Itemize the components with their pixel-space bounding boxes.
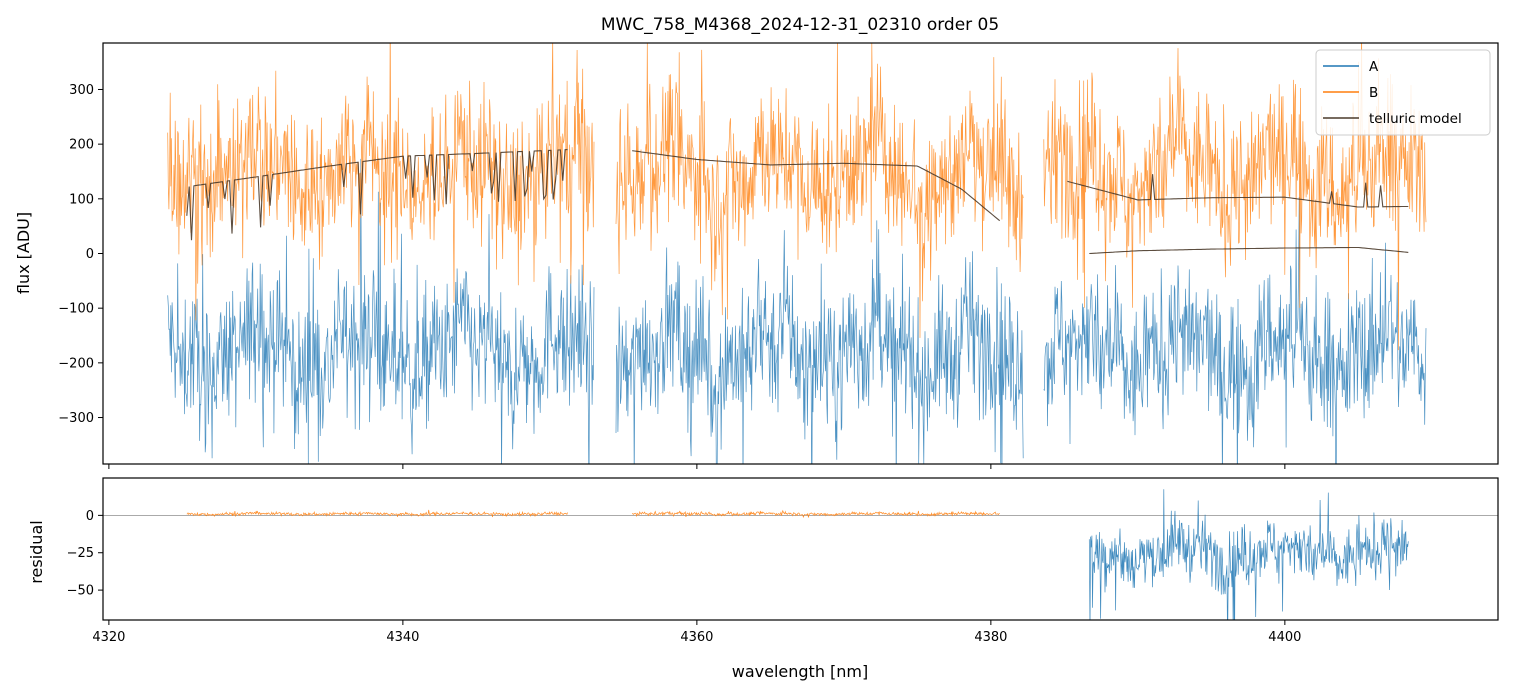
residual-b-segment-0 <box>186 509 568 518</box>
flux-ytick-label: 0 <box>86 247 94 262</box>
legend-box <box>1315 49 1491 136</box>
residual-xtick-label: 4400 <box>1268 630 1301 645</box>
flux-ytick-label: −200 <box>58 356 94 371</box>
residual-a-segment-0 <box>1088 489 1409 620</box>
series-a-segment-1 <box>615 220 1024 464</box>
flux-ytick-label: 300 <box>69 83 94 98</box>
series-b-segment-1 <box>615 43 1024 338</box>
series-b-segment-2 <box>1043 43 1427 351</box>
residual-axes: 0 −25 −50 4320 4340 4360 4380 4400 residual wa… <box>27 477 1499 681</box>
legend-label-a: A <box>1369 59 1379 75</box>
legend: A B telluric model <box>1315 49 1491 136</box>
series-b-segment-0 <box>167 43 595 321</box>
telluric-model-segment-0 <box>186 149 568 241</box>
legend-label-b: B <box>1369 85 1378 101</box>
residual-ytick-label: −25 <box>67 546 94 561</box>
x-axis-label: wavelength [nm] <box>732 662 869 681</box>
residual-xtick-label: 4320 <box>92 630 125 645</box>
flux-plot-area <box>167 43 1427 464</box>
residual-ytick-label: 0 <box>86 509 94 524</box>
residual-xtick-label: 4380 <box>974 630 1007 645</box>
residual-xtick-label: 4360 <box>680 630 713 645</box>
chart-title: MWC_758_M4368_2024-12-31_02310 order 05 <box>601 15 999 35</box>
flux-ytick-label: −300 <box>58 411 94 426</box>
residual-xtick-label: 4340 <box>386 630 419 645</box>
residual-b-segment-1 <box>631 509 1000 519</box>
legend-label-telluric: telluric model <box>1369 111 1462 127</box>
residual-y-ticks: 0 −25 −50 <box>67 509 103 599</box>
telluric-model-segment-2 <box>1067 174 1409 208</box>
residual-axes-frame <box>102 477 1499 621</box>
flux-y-label: flux [ADU] <box>14 212 33 294</box>
flux-y-ticks: 300 200 100 0 −100 −200 −300 <box>58 83 103 426</box>
flux-axes-frame <box>102 42 1499 465</box>
residual-y-label: residual <box>27 520 46 583</box>
residual-plot-area <box>103 489 1498 620</box>
telluric-model-segment-1 <box>632 150 1001 222</box>
residual-ytick-label: −50 <box>67 584 94 599</box>
flux-ytick-label: −100 <box>58 302 94 317</box>
series-a-segment-0 <box>167 158 595 464</box>
flux-ytick-label: 200 <box>69 138 94 153</box>
flux-axes: 300 200 100 0 −100 −200 −300 flux [ADU] <box>14 42 1499 469</box>
series-a-segment-2 <box>1043 196 1427 464</box>
flux-ytick-label: 100 <box>69 192 94 207</box>
telluric-model-segment-3 <box>1089 246 1409 255</box>
flux-x-ticks <box>108 464 1286 469</box>
residual-x-ticks: 4320 4340 4360 4380 4400 <box>92 620 1301 645</box>
